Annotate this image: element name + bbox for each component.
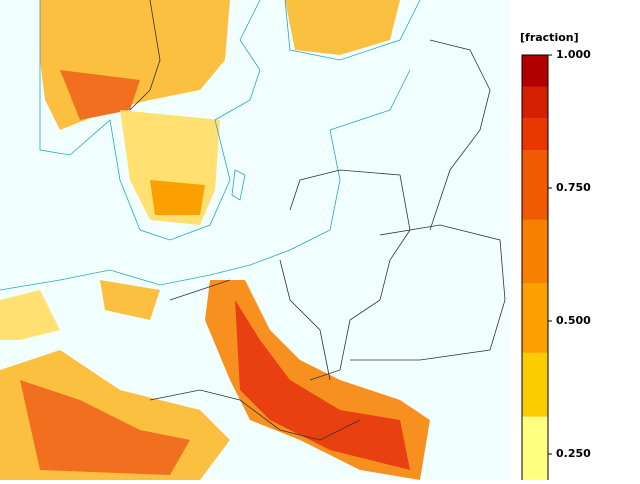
colorbar-segment: [522, 55, 548, 87]
colorbar-tick-label: 0.500: [556, 314, 591, 327]
colorbar-segment: [522, 352, 548, 417]
colorbar-tick-label: 1.000: [556, 48, 591, 61]
colorbar-segment: [522, 283, 548, 353]
coastlines: [0, 0, 421, 291]
colorbar-segment: [522, 150, 548, 220]
colorbar-segment: [522, 416, 548, 481]
map: [0, 0, 510, 480]
colorbar-segment: [522, 219, 548, 284]
snow-cover: [0, 0, 430, 480]
colorbar-tick-label: 0.250: [556, 447, 591, 460]
colorbar-label: [fraction]: [520, 31, 579, 44]
colorbar-segment: [522, 86, 548, 119]
country-borders: [129, 0, 506, 441]
colorbar: [fraction] 1.000 0.750 0.500 0.250: [520, 31, 591, 482]
colorbar-segment: [522, 118, 548, 151]
colorbar-tick-label: 0.750: [556, 181, 591, 194]
